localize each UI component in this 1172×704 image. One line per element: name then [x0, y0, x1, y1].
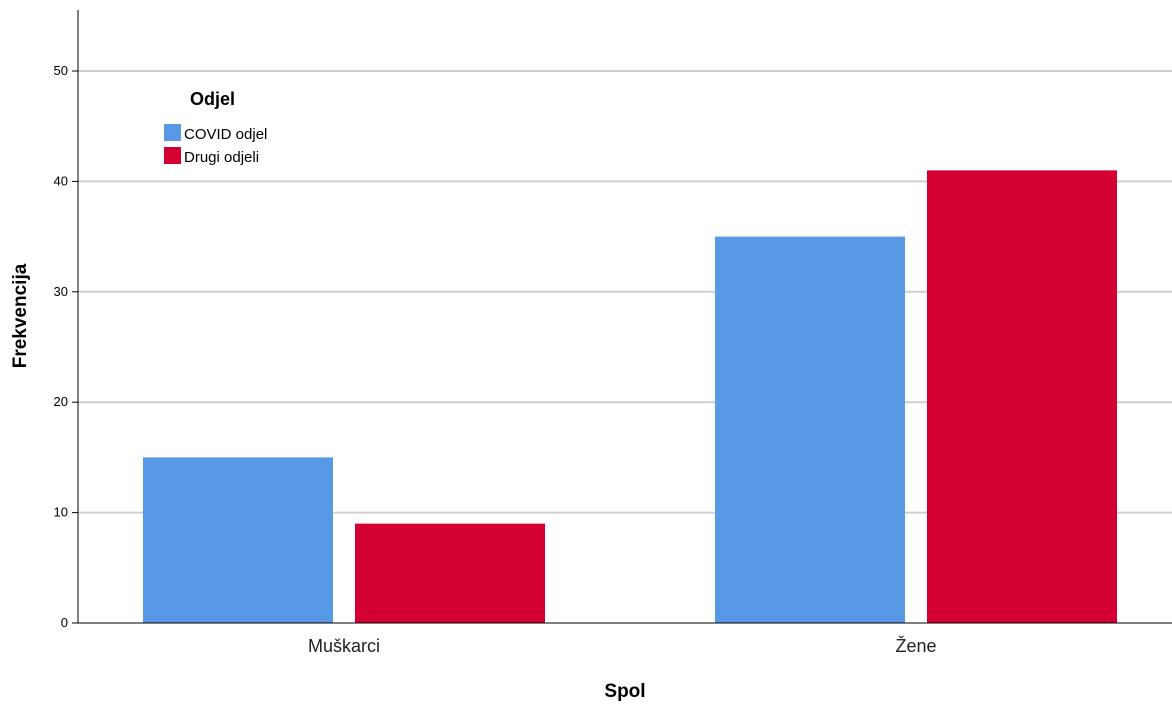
y-tick-labels: 0 10 20 30 40 50 [54, 63, 68, 630]
x-category-labels: Muškarci Žene [308, 636, 937, 656]
y-tick-label-40: 40 [54, 173, 68, 188]
bar-muskarci-covid-odjel [143, 457, 333, 623]
y-tick-label-20: 20 [54, 394, 68, 409]
bars [143, 170, 1117, 624]
bar-muskarci-drugi-odjeli [355, 523, 545, 623]
y-tick-label-50: 50 [54, 63, 68, 78]
y-tick-label-0: 0 [61, 615, 68, 630]
x-tick-label-zene: Žene [895, 636, 936, 656]
legend-label-drugi-odjeli: Drugi odjeli [184, 149, 259, 166]
y-axis-title: Frekvencija [10, 263, 31, 368]
legend-label-covid-odjel: COVID odjel [184, 126, 267, 143]
x-tick-label-muskarci: Muškarci [308, 636, 380, 656]
legend-title: Odjel [190, 89, 235, 109]
y-tick-label-10: 10 [54, 505, 68, 520]
x-axis-title: Spol [604, 681, 645, 702]
y-tick-label-30: 30 [54, 284, 68, 299]
legend-swatch-covid-odjel [164, 124, 181, 141]
legend: Odjel COVID odjel Drugi odjeli [164, 89, 267, 166]
bar-zene-covid-odjel [715, 236, 905, 623]
axes [77, 10, 1172, 624]
legend-swatch-drugi-odjeli [164, 147, 181, 164]
bar-zene-drugi-odjeli [927, 170, 1117, 624]
